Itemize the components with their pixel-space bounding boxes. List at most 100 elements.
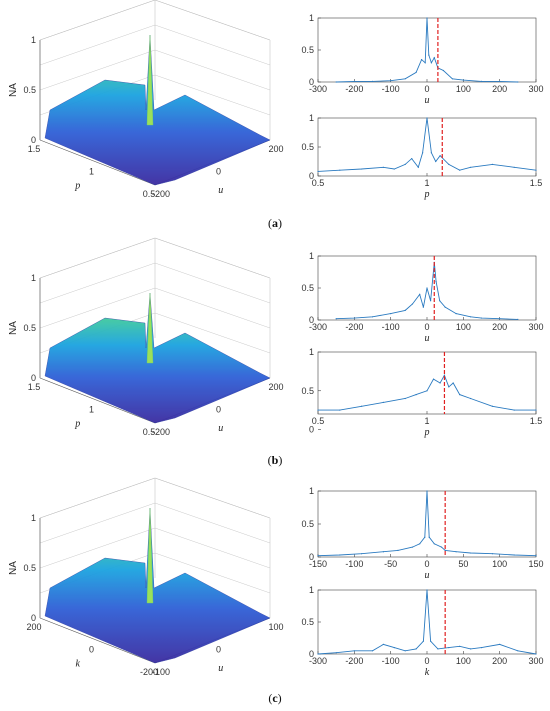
data-point [426, 17, 428, 19]
data-point [422, 640, 424, 642]
box-edge [154, 49, 271, 91]
data-point [459, 394, 461, 396]
data-point [426, 390, 428, 392]
data-point [470, 397, 472, 400]
x-tick-label: 150 [528, 559, 543, 569]
y-axis-label: p [74, 418, 80, 429]
data-point [430, 300, 432, 302]
x-tick-label: 200 [492, 656, 507, 666]
data-point [426, 117, 428, 119]
data-point [424, 62, 426, 64]
x-tick-label: 0 [424, 559, 429, 569]
x-axis-label: u [218, 663, 223, 674]
box-edge [39, 49, 156, 91]
data-point [459, 645, 461, 647]
y-tick-label: 1 [309, 13, 314, 23]
y-tick-label: -200 [140, 667, 158, 677]
data-point [437, 648, 439, 650]
y-tick-label: 0 [309, 77, 314, 87]
x-tick-label: 1.5 [530, 416, 543, 426]
data-point [393, 647, 395, 649]
x-tick-label: -100 [345, 559, 363, 569]
data-point [462, 79, 464, 81]
data-point [459, 169, 461, 171]
z-tick-label: 1 [31, 513, 36, 523]
data-point [448, 386, 450, 388]
plot-frame [317, 490, 537, 558]
data-point [517, 81, 519, 83]
data-point [444, 306, 446, 308]
panel-b-bottom-line-plot: 00.510.5 1 1.5p [301, 347, 542, 438]
x-tick-label: -100 [382, 84, 400, 94]
box-edge [154, 502, 271, 544]
y-axis-label: k [76, 658, 81, 669]
x-tick-label: 1 [424, 416, 429, 426]
x-tick-label: -100 [152, 667, 170, 677]
data-point [426, 490, 428, 492]
x-axis-label: u [218, 185, 223, 196]
panel-a-surface-plot: 0 0.5 1 NA 1.5 1 0.5 p -200 0 200 u [8, 0, 284, 199]
panel-c-top-line-plot: 0 0.5 1 -150 -100 -50 0 50 100 150 u [301, 486, 543, 581]
y-axis-label: p [74, 180, 80, 191]
y-tick-label: 0.5 [143, 427, 156, 437]
data-point [335, 318, 337, 320]
data-point [430, 640, 432, 642]
z-axis-label: NA [8, 561, 19, 575]
y-tick-label: 0.5 [301, 386, 314, 396]
z-tick-label: 0.5 [23, 323, 36, 333]
data-point [517, 318, 519, 320]
data-point [430, 62, 432, 64]
x-tick-label: 1 [424, 178, 429, 188]
x-tick-label: -100 [382, 656, 400, 666]
data-point [371, 316, 374, 318]
x-axis-label: p [424, 189, 430, 200]
box-edge [154, 477, 271, 519]
box-edge [39, 477, 156, 519]
data-point [517, 650, 519, 652]
data-point [393, 168, 395, 170]
y-tick-label: 1 [89, 167, 94, 177]
box-edge [39, 262, 156, 304]
panel-a-bottom-line-plot: 00.510.5 1 1.5p [301, 113, 542, 200]
y-tick-label: 1 [89, 405, 94, 415]
x-axis-label: u [425, 570, 430, 581]
data-point [491, 553, 493, 555]
data-point [353, 317, 355, 319]
y-tick-label: 0.5 [301, 617, 314, 627]
data-point [535, 169, 537, 171]
data-point [451, 78, 454, 80]
x-tick-label: 1.5 [530, 178, 543, 188]
data-series-line [317, 490, 537, 557]
data-point [397, 549, 399, 552]
x-tick-label: 0 [424, 84, 429, 94]
data-point [420, 59, 423, 61]
data-point [435, 160, 437, 163]
data-point [433, 57, 435, 59]
x-tick-label: -200 [345, 84, 363, 94]
data-point [415, 648, 417, 650]
data-point [442, 69, 444, 72]
x-tick-label: -300 [309, 656, 327, 666]
data-point [480, 80, 483, 82]
data-point [470, 552, 472, 554]
box-edge [154, 312, 271, 354]
x-tick-label: -200 [345, 322, 363, 332]
data-point [535, 555, 537, 557]
y-tick-label: 0 [309, 649, 314, 659]
x-axis-label: u [425, 95, 430, 106]
data-point [426, 287, 428, 289]
data-point [491, 163, 493, 165]
surface-peak [146, 292, 154, 364]
data-point [439, 155, 441, 157]
y-tick-label: 1 [309, 486, 314, 496]
box-edge [39, 24, 156, 66]
y-tick-label: 0 [309, 315, 314, 325]
x-tick-label: 300 [528, 84, 543, 94]
x-axis-label: u [425, 333, 430, 344]
box-edge [39, 287, 156, 329]
data-point [415, 71, 417, 73]
x-tick-label: 0.5 [312, 416, 325, 426]
data-point [339, 409, 341, 411]
x-tick-label: 0 [424, 656, 429, 666]
data-point [317, 653, 319, 655]
